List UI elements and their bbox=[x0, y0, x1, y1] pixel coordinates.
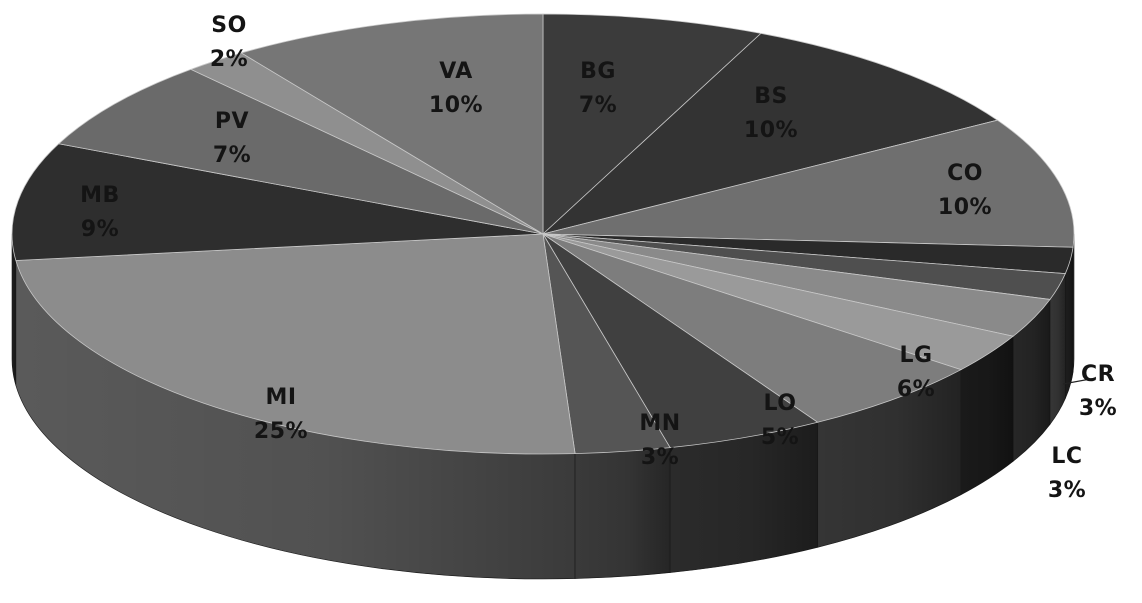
slice-category-bg: BG bbox=[580, 59, 616, 84]
slice-category-mn: MN bbox=[639, 411, 680, 436]
slice-label-mi: MI 25% bbox=[254, 385, 308, 444]
slice-label-so: SO 2% bbox=[210, 13, 248, 72]
pie-slice-mi bbox=[15, 233, 576, 455]
slice-labels: BG 7% BS 10%CO 10%CR 3%LC 3%LG 6%LO 5%MN 3%MI 25%M… bbox=[80, 13, 1117, 503]
pie-side-shade bbox=[1049, 273, 1066, 425]
slice-category-so: SO bbox=[211, 13, 247, 38]
pie-slice-bs bbox=[542, 32, 999, 235]
pie-slice-bg bbox=[542, 13, 762, 235]
slice-category-lc: LC bbox=[1051, 444, 1082, 469]
pie-slice-mb bbox=[11, 143, 544, 261]
slice-value-pv: 7% bbox=[213, 143, 251, 168]
slice-category-lg: LG bbox=[899, 343, 932, 368]
slice-label-pv: PV 7% bbox=[213, 109, 251, 168]
pie-side-shade bbox=[1013, 299, 1050, 462]
slice-label-mn: MN 3% bbox=[639, 411, 680, 470]
pie-side-shade bbox=[12, 234, 16, 386]
pie-side-shade bbox=[960, 336, 1014, 495]
slice-value-mn: 3% bbox=[641, 445, 679, 470]
slice-value-mb: 9% bbox=[81, 217, 119, 242]
leader-line-cr bbox=[1062, 377, 1097, 385]
pie-slice-lg bbox=[542, 233, 963, 423]
slice-category-va: VA bbox=[439, 59, 473, 84]
pie-sides bbox=[11, 233, 1075, 580]
slice-label-lc: LC 3% bbox=[1048, 444, 1086, 503]
pie-slice-co bbox=[542, 119, 1075, 248]
slice-category-mi: MI bbox=[265, 385, 296, 410]
pie-side-shade bbox=[1065, 247, 1074, 399]
slice-label-lo: LO 5% bbox=[761, 391, 799, 450]
slice-category-cr: CR bbox=[1081, 362, 1115, 387]
slice-label-va: VA 10% bbox=[429, 59, 483, 118]
slice-category-lo: LO bbox=[764, 391, 797, 416]
slice-label-bs: BS 10% bbox=[744, 84, 798, 143]
slice-value-bg: 7% bbox=[579, 93, 617, 118]
slice-value-cr: 3% bbox=[1079, 396, 1117, 421]
slice-value-co: 10% bbox=[938, 195, 992, 220]
slice-value-lc: 3% bbox=[1048, 478, 1086, 503]
pie-side-shade bbox=[15, 260, 576, 579]
slice-value-lg: 6% bbox=[897, 377, 935, 402]
slice-label-mb: MB 9% bbox=[80, 183, 120, 242]
slice-label-bg: BG 7% bbox=[579, 59, 617, 118]
pie-slice-lo bbox=[542, 233, 819, 449]
slice-label-co: CO 10% bbox=[938, 161, 992, 220]
slice-label-lg: LG 6% bbox=[897, 343, 935, 402]
pie-slice-va bbox=[240, 13, 544, 235]
pie-side-shade bbox=[575, 447, 671, 579]
pie-side-shade bbox=[817, 369, 961, 548]
slice-category-mb: MB bbox=[80, 183, 120, 208]
slice-category-pv: PV bbox=[215, 109, 249, 134]
slice-category-co: CO bbox=[947, 161, 983, 186]
slice-value-bs: 10% bbox=[744, 118, 798, 143]
slice-value-lo: 5% bbox=[761, 425, 799, 450]
pie-slice-pv bbox=[57, 68, 544, 235]
pie-side-shade bbox=[670, 422, 818, 573]
pie-slices bbox=[11, 13, 1075, 455]
slice-value-mi: 25% bbox=[254, 419, 308, 444]
slice-value-so: 2% bbox=[210, 47, 248, 72]
slice-label-cr: CR 3% bbox=[1079, 362, 1117, 421]
slice-category-bs: BS bbox=[754, 84, 788, 109]
slice-value-va: 10% bbox=[429, 93, 483, 118]
leader-lines bbox=[1062, 377, 1097, 385]
